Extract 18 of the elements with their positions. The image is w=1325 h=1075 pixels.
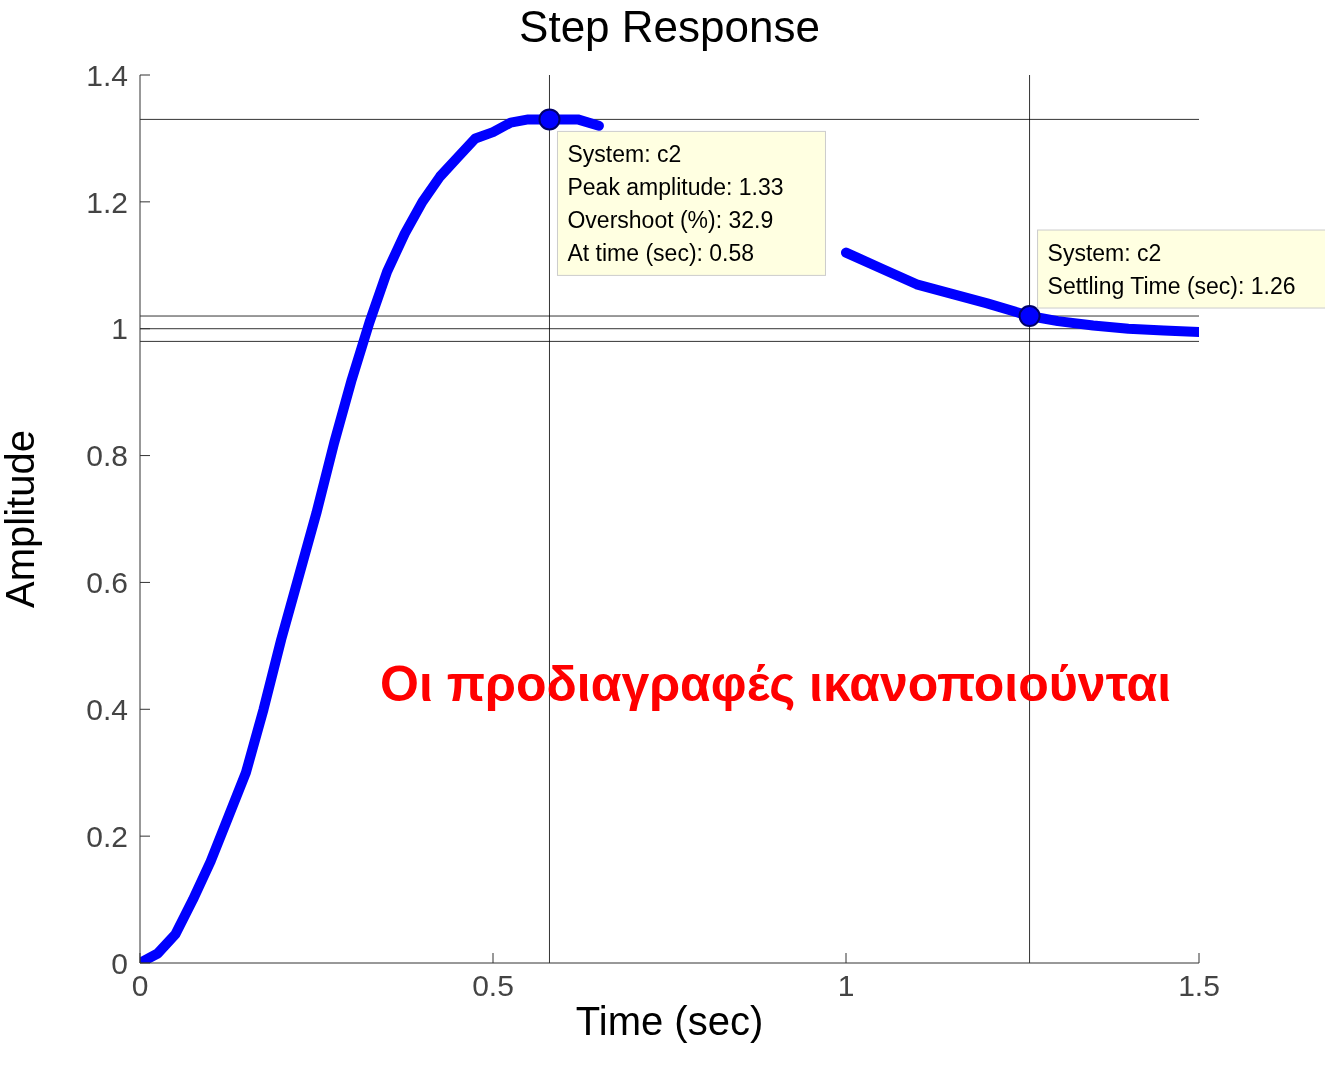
y-tick-label: 1.2 [86, 185, 128, 219]
datatip-box: System: c2 Peak amplitude: 1.33 Overshoot (%): 32.9 At time (sec): 0.58 [557, 130, 826, 276]
datatip-box: System: c2 Settling Time (sec): 1.26 [1037, 229, 1325, 309]
chart-title: Step Response [518, 2, 821, 52]
y-tick-label: 0.6 [86, 566, 128, 600]
x-tick-label: 0.5 [472, 969, 514, 1003]
y-tick-label: 0.4 [86, 692, 128, 726]
x-axis-title: Time (sec) [575, 999, 764, 1043]
annotation: System: c2 Peak amplitude: 1.33 Overshoot (%): 32.9 At time (sec): 0.58 [567, 141, 784, 267]
y-tick-label: 0 [111, 946, 128, 980]
y-axis-title: Amplitude [0, 430, 43, 608]
annotation: System: c2 Settling Time (sec): 1.26 [1047, 240, 1296, 300]
y-tick-label: 1 [111, 312, 128, 346]
y-tick-label: 1.4 [86, 58, 128, 92]
y-tick-label: 0.2 [86, 819, 128, 853]
x-tick-label: 1 [837, 969, 855, 1003]
y-tick-label: 0.8 [86, 439, 128, 473]
x-tick-label: 1.5 [1178, 969, 1220, 1003]
